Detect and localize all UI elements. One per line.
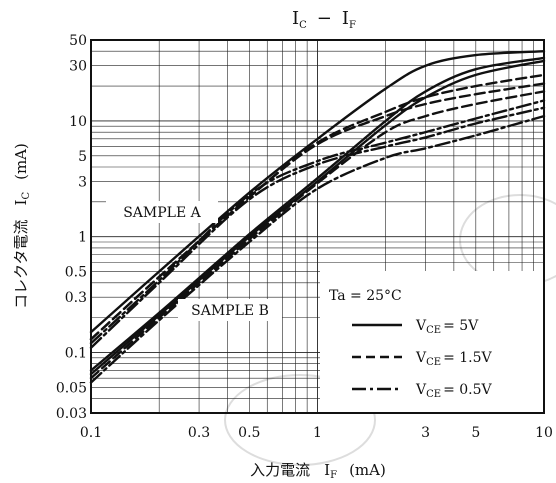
- series-group: [89, 50, 546, 384]
- series-line-b-dashdot: [89, 114, 546, 384]
- x-tick-label: 0.1: [80, 425, 102, 441]
- y-tick-label: 0.5: [65, 265, 87, 281]
- plot-frame: [90, 39, 545, 414]
- legend-condition: Ta = 25°C: [329, 288, 402, 304]
- y-tick-label: 1: [78, 230, 87, 246]
- series-line-a-dashed: [89, 82, 546, 341]
- y-tick-label: 0.1: [65, 345, 87, 361]
- y-tick-label: 50: [69, 33, 87, 49]
- x-axis-label: 入力電流 IF (mA): [250, 461, 386, 481]
- y-tick-label: 5: [78, 149, 87, 165]
- sample-b-label: SAMPLE B: [178, 299, 282, 321]
- legend-label-0-5v: VCE = 0.5V: [415, 382, 493, 400]
- series-line-b-solid: [89, 56, 546, 372]
- x-tick-label: 3: [421, 425, 430, 441]
- series-line-b-solid: [89, 59, 546, 376]
- x-tick-label: 0.3: [188, 425, 210, 441]
- chart-title: IC − IF: [292, 8, 356, 31]
- x-tick-label: 5: [471, 425, 480, 441]
- y-tick-label: 0.05: [56, 380, 87, 396]
- y-tick-label: 0.03: [56, 406, 87, 422]
- series-line-a-solid: [89, 50, 546, 334]
- tick-labels: 0.1 0.3 0.5 1 3 5 10 0.03 0.05 0.1 0.3 0.5 1 3 5 10 30 50: [56, 33, 553, 441]
- y-tick-label: 0.3: [65, 290, 87, 306]
- y-tick-label: 30: [69, 59, 87, 75]
- legend-label-1-5v: VCE = 1.5V: [415, 350, 493, 368]
- series-line-a-dashdot: [89, 106, 546, 349]
- sample-a-label: SAMPLE A: [106, 201, 218, 223]
- y-tick-label: 3: [78, 174, 87, 190]
- legend: Ta = 25°C VCE = 5V VCE = 1.5V VCE = 0.5V: [320, 271, 544, 413]
- y-tick-label: 10: [69, 114, 87, 130]
- svg-text:SAMPLE B: SAMPLE B: [191, 303, 269, 319]
- x-tick-label: 0.5: [238, 425, 260, 441]
- legend-label-5v: VCE = 5V: [415, 318, 479, 336]
- x-tick-label: 10: [535, 425, 553, 441]
- series-line-b-dashed: [89, 90, 546, 380]
- svg-text:SAMPLE A: SAMPLE A: [123, 205, 201, 221]
- series-line-a-dashdot: [89, 99, 546, 345]
- x-tick-label: 1: [313, 425, 322, 441]
- y-axis-label: コレクタ電流IC(mA): [12, 143, 32, 309]
